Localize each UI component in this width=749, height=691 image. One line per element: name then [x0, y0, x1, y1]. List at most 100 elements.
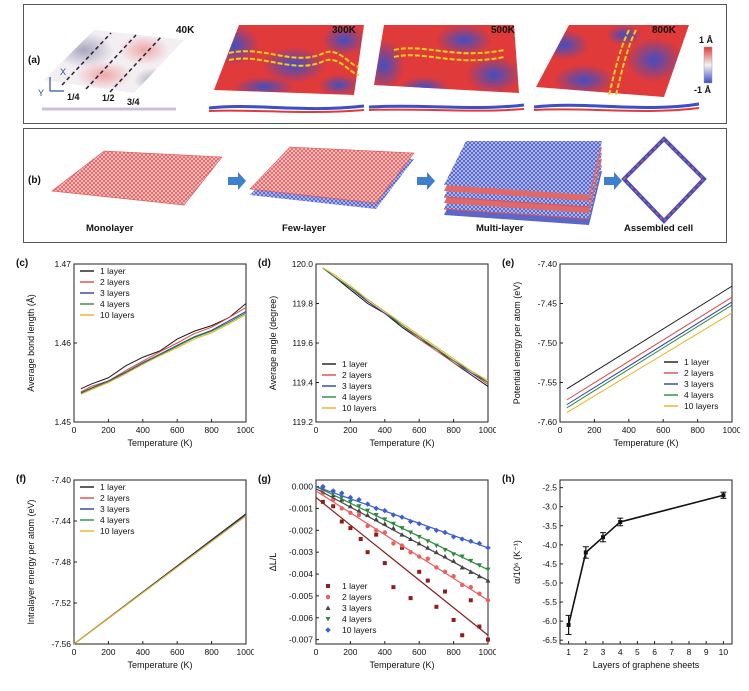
x-tick-label: 8 [687, 647, 692, 657]
colorbar-top-label: 1 Å [699, 35, 714, 45]
data-point [399, 526, 405, 531]
legend-label: 1 layer [100, 482, 126, 492]
x-tick-label: 800 [447, 647, 461, 657]
data-point [468, 598, 473, 603]
x-axis-label: Temperature (K) [369, 438, 434, 448]
data-point [339, 519, 344, 524]
data-point [442, 554, 448, 559]
y-tick-label: 1.45 [54, 417, 71, 427]
series-line-10-layers [80, 314, 247, 395]
series-line-3-layers [566, 301, 733, 406]
series-line [567, 494, 724, 626]
data-point [468, 538, 474, 544]
panel-a-heightmaps [42, 25, 713, 114]
y-tick-label: -0.005 [289, 591, 313, 601]
y-tick-label: 1.47 [54, 259, 71, 269]
data-point [442, 529, 448, 536]
data-point [485, 545, 491, 551]
data-point [417, 554, 422, 559]
panel-label-c: (c) [16, 258, 28, 269]
data-point [373, 512, 379, 518]
panel-label-h: (h) [502, 474, 515, 485]
x-tick-label: 1000 [479, 647, 496, 657]
data-point [347, 503, 353, 509]
legend-label: 4 layers [342, 614, 372, 624]
x-tick-label: 200 [101, 647, 115, 657]
series-line-10-layers [73, 515, 247, 645]
data-point [485, 578, 491, 583]
data-point [330, 488, 336, 494]
data-point [365, 512, 371, 517]
data-point [460, 582, 465, 588]
data-point [320, 483, 326, 490]
y-axis-label: Average angle (degree) [268, 296, 278, 390]
y-tick-label: -5.5 [542, 597, 557, 607]
data-point [391, 585, 396, 590]
x-tick-label: 600 [412, 425, 426, 435]
y-tick-label: -7.55 [538, 378, 558, 388]
legend-marker [326, 584, 330, 588]
fraction-three-quarter: 3/4 [127, 97, 140, 107]
data-point [417, 569, 422, 574]
data-point [451, 617, 456, 622]
y-tick-label: -7.52 [52, 598, 72, 608]
caption-assembled-cell: Assembled cell [624, 223, 694, 234]
y-tick-label: -7.44 [52, 516, 72, 526]
data-point [331, 504, 336, 509]
x-tick-label: 0 [314, 647, 319, 657]
data-point [434, 604, 439, 609]
data-point [477, 591, 482, 596]
data-point [476, 540, 483, 547]
caption-multi-layer: Multi-layer [476, 223, 524, 234]
temp-label-40k: 40K [176, 25, 195, 36]
x-tick-label: 200 [101, 425, 115, 435]
data-point [390, 525, 396, 531]
y-axis-label: α/10⁶ (K⁻¹) [512, 540, 522, 584]
series-line-1-layer [322, 267, 489, 387]
y-tick-label: 119.6 [292, 338, 313, 348]
data-point [356, 496, 362, 503]
y-tick-label: 119.4 [292, 378, 313, 388]
y-tick-label: -7.56 [52, 639, 72, 649]
y-axis-label: ΔL/L [268, 553, 278, 572]
temp-label-800k: 800K [652, 25, 676, 36]
data-point [416, 521, 422, 527]
few-layer-sheet [249, 146, 415, 204]
plot-frame [559, 479, 733, 645]
legend-label: 2 layers [100, 493, 130, 503]
data-point [459, 536, 465, 542]
x-tick-label: 600 [656, 425, 670, 435]
x-tick-label: 1000 [723, 425, 740, 435]
x-tick-label: 6 [652, 647, 657, 657]
legend-label: 1 layer [342, 581, 368, 591]
data-point [365, 508, 371, 514]
y-axis-label: Intralayer energy per atom (eV) [26, 499, 36, 624]
assembled-cell [621, 136, 707, 224]
x-axis-label: Temperature (K) [369, 660, 434, 670]
chart-g: (g) 0 200 400 600 800 1000 0.000 -0.001 -0.002 -0.… [258, 474, 496, 670]
legend-label: 1 layer [684, 357, 710, 367]
y-tick-label: -7.48 [52, 557, 72, 567]
data-point [425, 578, 430, 583]
data-point [425, 556, 430, 561]
y-tick-label: 120.0 [292, 259, 314, 269]
data-point [339, 490, 345, 496]
legend-marker [325, 594, 331, 600]
y-tick-label: -7.50 [538, 338, 558, 348]
y-tick-label: -0.004 [289, 569, 313, 579]
data-point [382, 521, 388, 526]
x-tick-label: 1000 [237, 647, 254, 657]
x-tick-label: 400 [378, 425, 392, 435]
chart-h: (h) 1 2 3 4 5 6 7 8 9 10 -2.5 -3.0 -3.5 -4.0 -4.5 -5.0 -5… [502, 474, 733, 670]
y-tick-label: -3.0 [542, 502, 557, 512]
y-tick-label: -7.60 [538, 417, 558, 427]
x-axis-label: Temperature (K) [613, 438, 678, 448]
x-tick-label: 10 [719, 647, 729, 657]
fraction-half: 1/2 [102, 93, 115, 103]
y-tick-label: -5.0 [542, 578, 557, 588]
legend-label: 2 layers [342, 370, 372, 380]
x-tick-label: 800 [205, 425, 219, 435]
x-tick-label: 0 [72, 647, 77, 657]
y-tick-label: -0.006 [289, 613, 313, 623]
data-point [347, 494, 354, 501]
